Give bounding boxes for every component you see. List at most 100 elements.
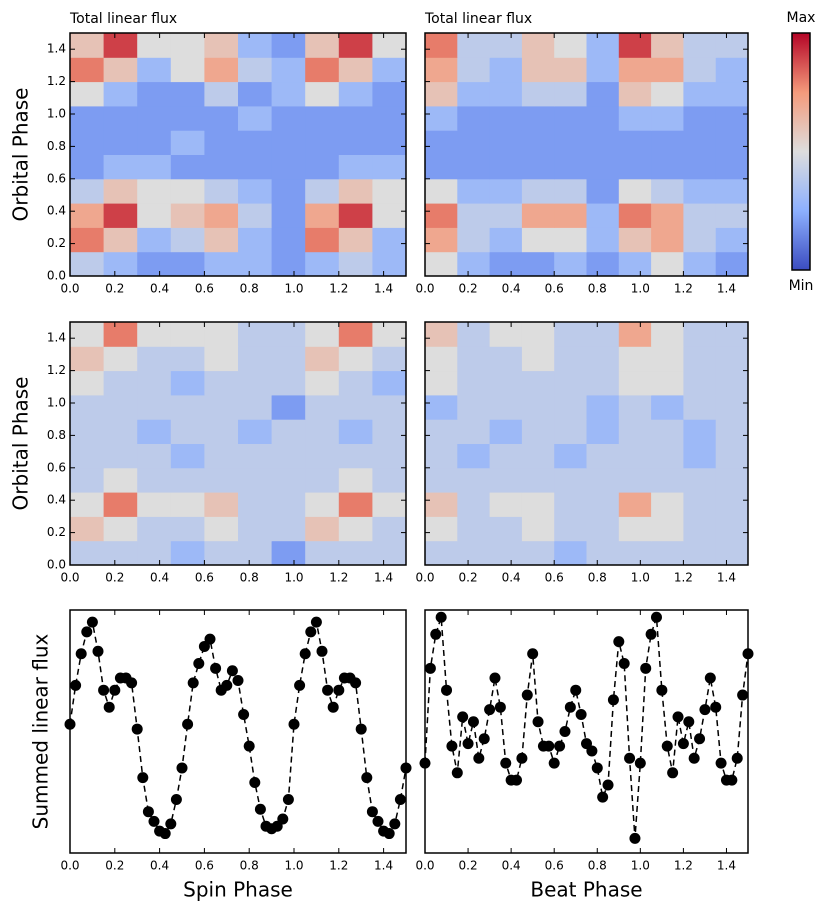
heatmap-cell (683, 346, 717, 372)
data-point (737, 689, 749, 701)
heatmap-cell (271, 178, 306, 204)
x-tick-label: 1.0 (631, 282, 650, 296)
heatmap-cell (305, 154, 340, 180)
heatmap-cell (305, 516, 340, 542)
heatmap-cell (489, 105, 523, 131)
heatmap-cell (372, 492, 407, 517)
heatmap-cell (489, 227, 523, 253)
x-tick-label: 1.2 (674, 282, 693, 296)
heatmap-cell (586, 33, 620, 58)
heatmap-cell (103, 227, 138, 253)
heatmap-cell (137, 130, 172, 155)
y-tick-label: 1.2 (47, 74, 66, 88)
heatmap-cell (457, 467, 491, 493)
heatmap-cell (586, 370, 620, 396)
heatmap-cell (338, 492, 373, 517)
panel-title: Total linear flux (424, 11, 532, 27)
heatmap-cell (170, 81, 205, 107)
x-tick-label: 1.4 (717, 571, 736, 585)
data-point (457, 711, 469, 723)
data-point (516, 752, 528, 764)
heatmap-cell (521, 105, 555, 131)
heatmap-cell (651, 322, 684, 347)
heatmap-cell (170, 130, 205, 155)
heatmap-cell (170, 346, 205, 372)
heatmap-cell (137, 467, 172, 493)
data-point (170, 794, 182, 806)
heatmap-cell (70, 394, 105, 420)
heatmap-cell (554, 105, 587, 131)
heatmap-cell (554, 154, 587, 180)
heatmap-cell (651, 370, 684, 396)
data-point (355, 723, 367, 735)
data-point (98, 684, 110, 696)
heatmap-cell (715, 419, 749, 444)
data-point (187, 677, 199, 689)
plot-frame (69, 321, 407, 566)
heatmap-cell (425, 81, 458, 107)
heatmap-cell (586, 540, 620, 566)
heatmap-cell (651, 492, 684, 517)
heatmap-cell (586, 57, 620, 83)
heatmap-cell (554, 516, 587, 542)
heatmap-cell (586, 81, 620, 107)
heatmap-cell (489, 516, 523, 542)
x-tick-label: 0.4 (502, 282, 521, 296)
heatmap-cell (372, 154, 407, 180)
heatmap-cell (238, 370, 273, 396)
data-point (726, 774, 738, 786)
x-tick-label: 0.8 (588, 571, 607, 585)
data-point (489, 672, 501, 684)
data-point (176, 762, 188, 774)
heatmap-cell (238, 516, 273, 542)
heatmap-cell (70, 154, 105, 180)
heatmap-cell (683, 33, 717, 58)
heatmap-cell (683, 467, 717, 493)
heatmap-cell (103, 203, 138, 228)
heatmap-cell (305, 130, 340, 155)
x-tick-label: 1.4 (374, 571, 393, 585)
heatmap-cell (338, 57, 373, 83)
heatmap-cell (715, 251, 749, 277)
heatmap-cell (586, 516, 620, 542)
plot-frame (424, 609, 749, 854)
y-tick-label: 1.4 (47, 42, 66, 56)
heatmap-cell (425, 203, 458, 228)
heatmap-cell (651, 154, 684, 180)
x-tick-label: 0.2 (459, 571, 478, 585)
heatmap-cell (521, 81, 555, 107)
data-point (704, 672, 716, 684)
y-axis-label: Orbital Phase (9, 377, 33, 511)
heatmap-cell (170, 203, 205, 228)
heatmap-cell (271, 467, 306, 493)
y-tick-label: 1.4 (47, 331, 66, 345)
heatmap-cell (271, 419, 306, 444)
heatmap-cell (305, 33, 340, 58)
heatmap-cell (204, 251, 239, 277)
heatmap-cell (521, 346, 555, 372)
heatmap-cell (554, 227, 587, 253)
heatmap-cell (457, 57, 491, 83)
heatmap-cell (103, 443, 138, 469)
heatmap-cell (683, 443, 717, 469)
heatmap-cell (70, 346, 105, 372)
heatmap-cell (715, 322, 749, 347)
heatmap-cell (170, 178, 205, 204)
heatmap-cell (204, 57, 239, 83)
heatmap-cell (271, 346, 306, 372)
data-point (484, 704, 496, 716)
colorbar-max-label: Max (787, 10, 816, 26)
x-tick-label: 0.4 (150, 282, 169, 296)
heatmap-cell (137, 346, 172, 372)
heatmap-cell (521, 370, 555, 396)
colorbar-min-label: Min (789, 278, 814, 294)
data-point (277, 813, 289, 825)
heatmap-cell (683, 419, 717, 444)
heatmap-cell (137, 419, 172, 444)
heatmap-cell (489, 154, 523, 180)
data-point (672, 711, 684, 723)
heatmap-cell (489, 443, 523, 469)
data-point (634, 757, 646, 769)
data-point (430, 628, 442, 640)
heatmap-cell (489, 492, 523, 517)
